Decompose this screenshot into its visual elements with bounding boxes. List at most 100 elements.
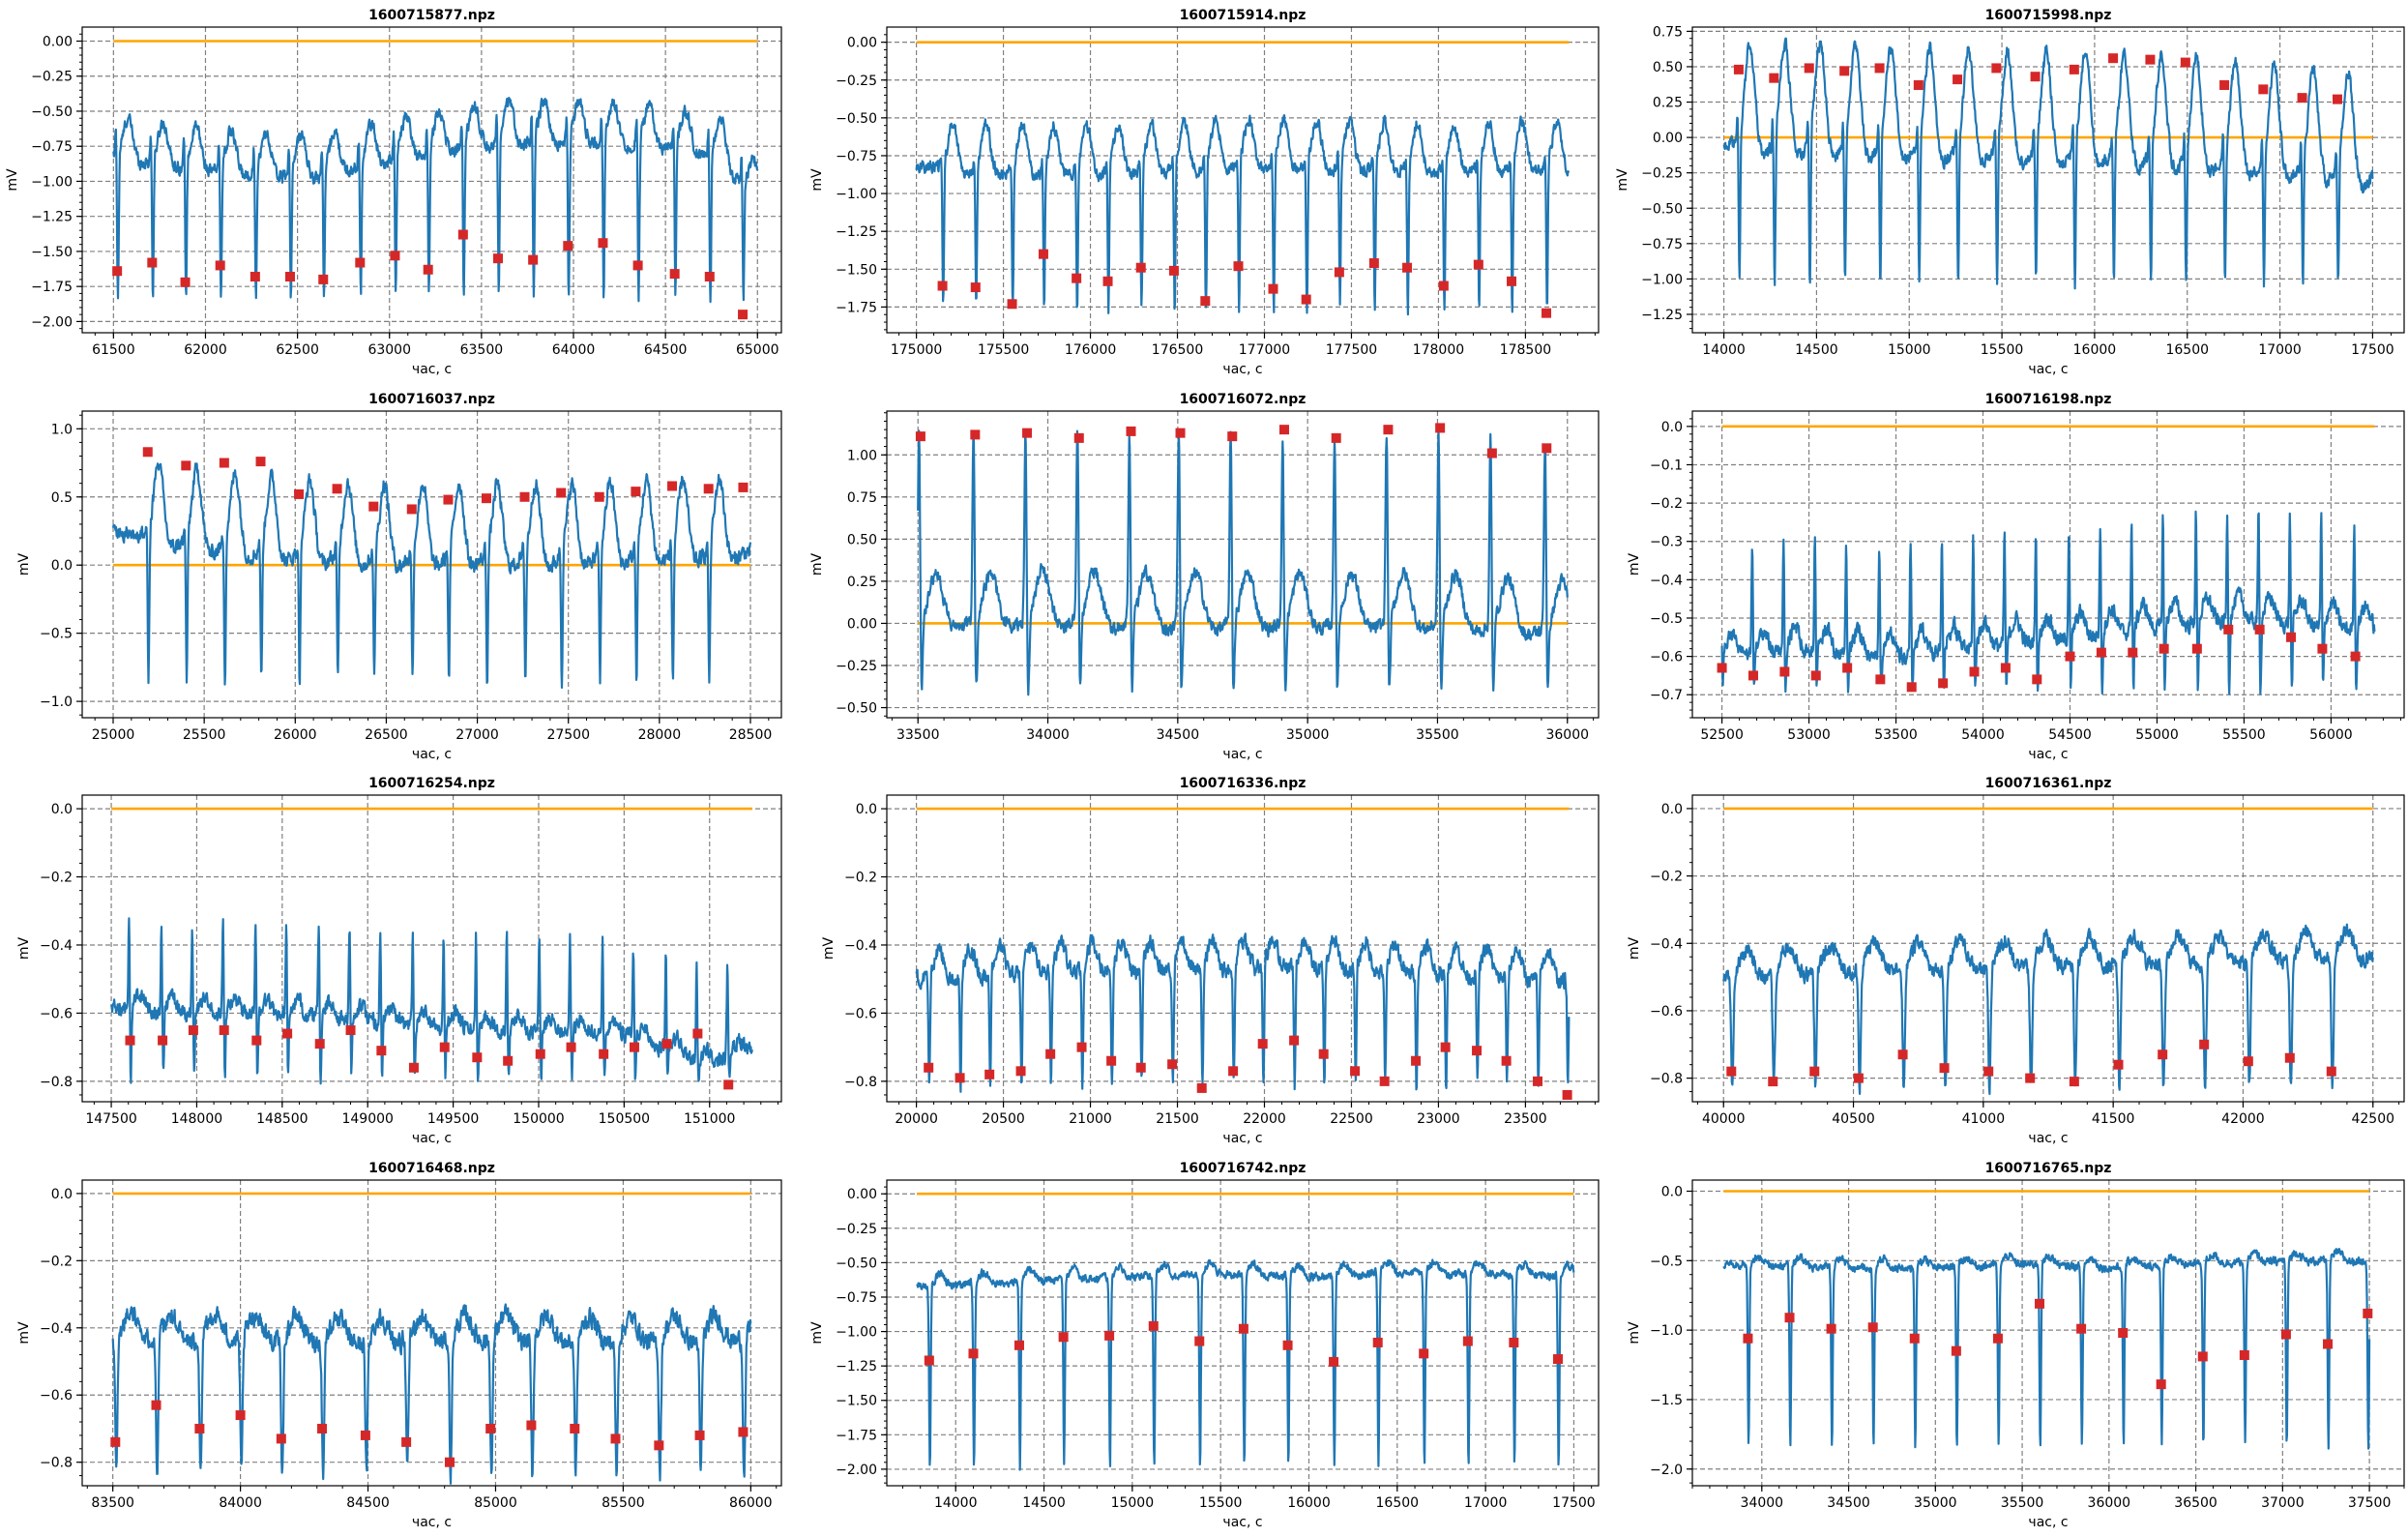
peak-marker <box>1278 425 1289 435</box>
x-tick-label: 23500 <box>1504 1111 1547 1127</box>
x-tick-label: 64500 <box>644 342 688 358</box>
peak-marker <box>2350 651 2361 662</box>
peak-marker <box>376 1046 387 1056</box>
peak-marker <box>1106 1055 1117 1066</box>
x-tick-label: 15500 <box>1981 342 2024 358</box>
peak-marker <box>661 1039 672 1049</box>
x-tick-label: 53000 <box>1787 727 1831 743</box>
peak-marker <box>2317 643 2328 654</box>
x-tick-label: 37500 <box>2348 1495 2392 1511</box>
x-tick-label: 85500 <box>602 1495 645 1511</box>
x-tick-label: 56000 <box>2309 727 2353 743</box>
axes-frame <box>81 26 782 334</box>
peak-marker <box>345 1025 356 1036</box>
y-tick-label: 0.0 <box>51 558 73 574</box>
peak-marker <box>1148 1320 1159 1331</box>
y-tick-label: −0.7 <box>1650 688 1683 703</box>
peak-marker <box>112 266 123 277</box>
x-tick-label: 35000 <box>1914 1495 1957 1511</box>
signal-line <box>111 1303 752 1485</box>
y-tick-label: 0.00 <box>847 1187 877 1202</box>
peak-marker <box>1938 678 1949 689</box>
chart-title: 1600716468.npz <box>368 1161 495 1176</box>
peak-marker <box>1329 1356 1339 1367</box>
peak-marker <box>954 1073 965 1083</box>
x-tick-label: 177000 <box>1239 342 1290 358</box>
peak-marker <box>2284 1052 2295 1063</box>
peak-marker <box>194 1423 205 1434</box>
peak-marker <box>566 1042 576 1052</box>
peak-marker <box>519 491 530 502</box>
peak-marker <box>1991 63 2002 74</box>
peak-marker <box>723 1079 734 1090</box>
peak-marker <box>703 484 714 494</box>
x-tick-label: 25500 <box>183 727 226 743</box>
peak-marker <box>1383 425 1394 435</box>
peak-marker <box>1402 262 1413 273</box>
y-tick-label: −1.0 <box>40 695 73 710</box>
x-tick-label: 147500 <box>85 1111 136 1127</box>
x-tick-label: 27000 <box>455 727 499 743</box>
peak-marker <box>2096 647 2106 658</box>
signal-line <box>110 917 753 1085</box>
peak-marker <box>1826 1323 1836 1334</box>
y-tick-label: 0.0 <box>1661 802 1683 817</box>
plot-area <box>1722 1190 2371 1450</box>
x-tick-label: 52500 <box>1700 727 1744 743</box>
y-tick-label: −0.4 <box>1650 573 1683 588</box>
chart-panel: 147500 148000 148500 149000 149500 150000 1505… <box>16 776 782 1146</box>
chart-title: 1600716254.npz <box>368 776 495 791</box>
peak-marker <box>1768 1077 1778 1087</box>
peak-marker <box>360 1430 370 1440</box>
y-tick-label: −0.8 <box>40 1075 73 1090</box>
y-axis-label: mV <box>809 552 825 576</box>
x-tick-label: 61500 <box>92 342 135 358</box>
x-tick-label: 148500 <box>256 1111 308 1127</box>
plot-area <box>917 428 1569 696</box>
axes-frame <box>81 1179 782 1487</box>
x-tick-label: 151000 <box>684 1111 735 1127</box>
peak-marker <box>2254 624 2265 635</box>
y-axis-label: mV <box>16 1321 32 1345</box>
peak-marker <box>1038 249 1048 259</box>
peak-marker <box>1419 1348 1429 1359</box>
axes-frame <box>1691 1179 2405 1487</box>
peak-marker <box>2199 1039 2210 1049</box>
peak-marker <box>1804 63 1814 74</box>
peak-marker <box>1969 666 1980 677</box>
x-axis-label: час, с <box>2028 747 2068 762</box>
chart-title: 1600716742.npz <box>1180 1161 1307 1176</box>
peak-marker <box>1126 426 1136 436</box>
y-tick-label: −1.50 <box>836 1394 877 1409</box>
x-tick-label: 34000 <box>1741 1495 1784 1511</box>
x-tick-label: 17500 <box>2351 342 2394 358</box>
y-tick-label: −1.25 <box>31 210 73 225</box>
peak-marker <box>1875 674 1886 685</box>
x-tick-label: 65000 <box>736 342 779 358</box>
peak-marker <box>599 1049 609 1059</box>
x-tick-label: 35000 <box>1286 727 1330 743</box>
peak-marker <box>1200 296 1211 307</box>
signal-line <box>1720 510 2376 695</box>
peak-marker <box>151 1400 162 1410</box>
peak-marker <box>1983 1066 1994 1077</box>
x-tick-label: 85000 <box>474 1495 517 1511</box>
peak-marker <box>2297 93 2307 103</box>
x-tick-label: 20000 <box>895 1111 938 1127</box>
y-tick-label: −1.0 <box>1650 1323 1683 1339</box>
peak-marker <box>1102 276 1113 286</box>
peak-marker <box>1472 1046 1483 1056</box>
y-tick-label: −0.50 <box>836 111 877 127</box>
peak-marker <box>2065 651 2075 662</box>
signal-line <box>915 114 1571 316</box>
peak-marker <box>158 1035 168 1046</box>
y-tick-label: −0.4 <box>40 938 73 954</box>
x-tick-label: 35500 <box>2001 1495 2044 1511</box>
chart-title: 1600715998.npz <box>1985 8 2112 23</box>
chart-panel: 14000 14500 15000 15500 16000 16500 17000 17500… <box>809 1161 1600 1530</box>
peak-marker <box>1076 1042 1087 1052</box>
y-tick-label: 0.0 <box>51 802 73 817</box>
x-tick-label: 84000 <box>219 1495 262 1511</box>
x-tick-label: 33500 <box>896 727 940 743</box>
y-axis-label: mV <box>809 168 825 192</box>
